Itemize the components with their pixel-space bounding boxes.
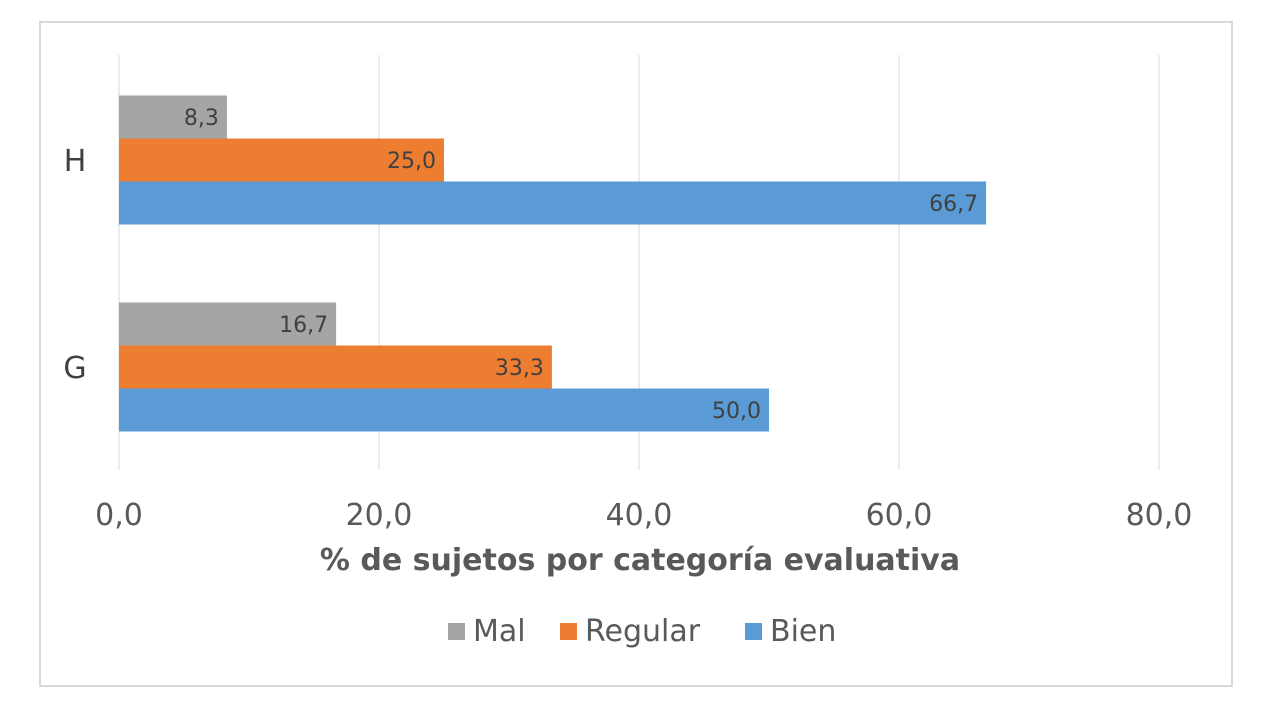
data-label: 16,7 <box>279 313 328 338</box>
category-label: G <box>63 351 86 386</box>
x-tick-label: 0,0 <box>95 498 143 533</box>
legend-label-regular: Regular <box>585 614 701 649</box>
data-label: 25,0 <box>387 149 436 174</box>
category-label: H <box>64 144 87 179</box>
legend-label-mal: Mal <box>473 614 526 649</box>
x-tick-label: 20,0 <box>346 498 413 533</box>
x-tick-label: 80,0 <box>1126 498 1193 533</box>
x-tick-label: 60,0 <box>866 498 933 533</box>
data-label: 66,7 <box>929 192 978 217</box>
bar-mal-h <box>119 95 227 139</box>
x-axis-title: % de sujetos por categoría evaluativa <box>320 543 960 578</box>
legend-swatch-regular <box>560 623 577 640</box>
data-label: 33,3 <box>495 356 544 381</box>
bar-mal-g <box>119 302 337 346</box>
bar-regular-g <box>119 345 552 389</box>
data-label: 8,3 <box>184 106 219 131</box>
data-label: 50,0 <box>712 399 761 424</box>
legend-label-bien: Bien <box>770 614 836 649</box>
bar-bien-h <box>119 181 987 225</box>
legend-swatch-bien <box>745 623 762 640</box>
bar-bien-g <box>119 388 769 432</box>
bar-regular-h <box>119 138 444 182</box>
legend-swatch-mal <box>448 623 465 640</box>
x-tick-label: 40,0 <box>606 498 673 533</box>
